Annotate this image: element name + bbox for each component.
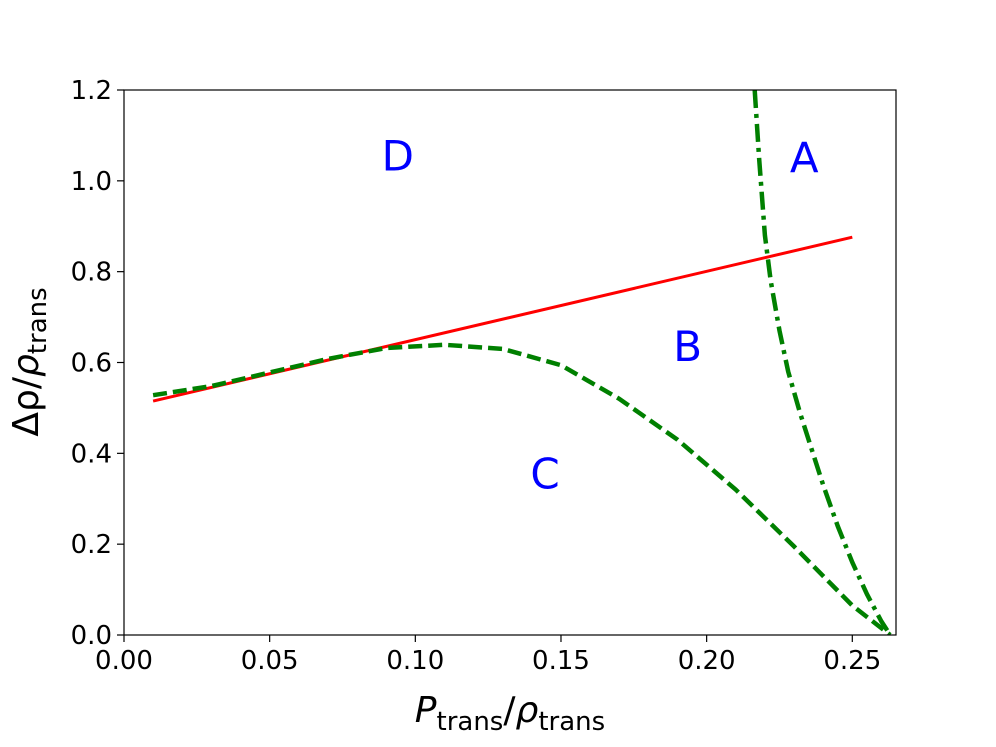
- region-label-a: A: [790, 134, 819, 183]
- x-tick-label: 0.25: [823, 646, 881, 676]
- y-tick-label: 0.4: [71, 439, 112, 469]
- annotation-layer: A B C D: [382, 131, 819, 498]
- region-label-b: B: [673, 322, 702, 371]
- y-tick-label: 1.2: [71, 76, 112, 106]
- x-tick-label: 0.20: [678, 646, 736, 676]
- y-tick-label: 0.0: [71, 621, 112, 651]
- x-axis-ticks: 0.00 0.05 0.10 0.15 0.20 0.25: [95, 635, 881, 676]
- x-tick-label: 0.10: [386, 646, 444, 676]
- x-tick-label: 0.05: [241, 646, 299, 676]
- y-tick-label: 0.2: [71, 530, 112, 560]
- series-solid-line: [152, 235, 853, 403]
- x-tick-label: 0.15: [532, 646, 590, 676]
- x-tick-label: 0.00: [95, 646, 153, 676]
- series-dashed-line: [152, 342, 892, 635]
- y-axis-ticks: 0.0 0.2 0.4 0.6 0.8 1.0 1.2: [71, 76, 124, 651]
- x-axis-label: Ptrans/ρtrans: [415, 690, 605, 737]
- region-label-d: D: [382, 131, 414, 180]
- y-tick-label: 0.8: [71, 258, 112, 288]
- series-dashdot-line: [752, 90, 893, 635]
- y-tick-label: 0.6: [71, 349, 112, 379]
- y-axis-label: Δρ/ρtrans: [6, 287, 53, 436]
- series-layer: [152, 90, 893, 635]
- region-label-c: C: [530, 449, 559, 498]
- y-tick-label: 1.0: [71, 167, 112, 197]
